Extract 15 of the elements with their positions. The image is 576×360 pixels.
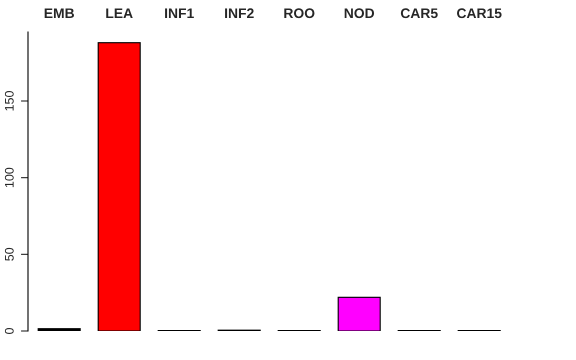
bar [38, 328, 81, 331]
y-tick-label: 150 [4, 91, 14, 110]
y-tick-label: 0 [4, 328, 14, 334]
x-tick-label: ROO [284, 8, 314, 18]
x-tick-label: CAR5 [400, 8, 438, 18]
x-tick-label: INF1 [165, 8, 194, 18]
bar [338, 296, 381, 331]
bar [98, 42, 141, 331]
y-tick-label: 100 [4, 168, 14, 188]
y-tick-label: 50 [4, 248, 14, 261]
x-tick-label: LEA [106, 8, 133, 18]
x-tick-label: INF2 [225, 8, 254, 18]
x-tick-label: CAR15 [457, 8, 502, 18]
x-tick-label: NOD [344, 8, 374, 18]
x-tick-label: EMB [44, 8, 74, 18]
